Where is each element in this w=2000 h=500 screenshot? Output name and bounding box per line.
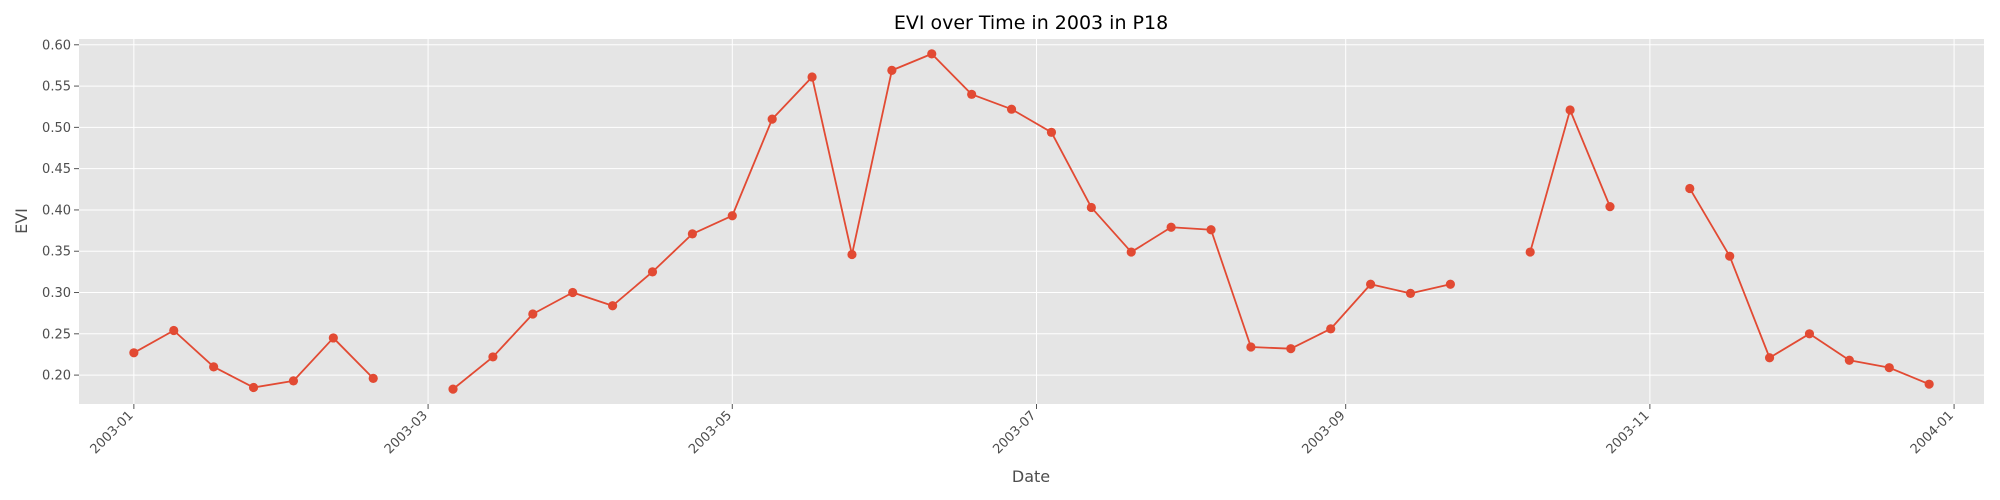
data-point bbox=[1126, 247, 1136, 257]
x-tick-label: 2003-01 bbox=[88, 408, 137, 457]
y-tick-label: 0.20 bbox=[42, 369, 71, 384]
data-point bbox=[568, 287, 578, 298]
data-point bbox=[1326, 324, 1336, 334]
data-point bbox=[687, 229, 697, 239]
data-point bbox=[528, 309, 538, 319]
x-tick-label: 2003-09 bbox=[1299, 408, 1348, 457]
x-tick-labels: 2003-01 2003-03 2003-05 2003-07 2003-09 2003-… bbox=[88, 404, 1957, 457]
data-point bbox=[1725, 251, 1735, 261]
y-tick-label: 0.45 bbox=[42, 162, 71, 177]
data-point bbox=[647, 267, 658, 277]
x-axis-label: Date bbox=[1012, 467, 1050, 486]
data-point bbox=[1286, 344, 1296, 354]
data-point bbox=[1804, 329, 1815, 339]
x-tick-label: 2003-07 bbox=[990, 408, 1039, 457]
x-tick-label: 2003-05 bbox=[686, 408, 735, 457]
y-tick-label: 0.40 bbox=[42, 203, 71, 218]
data-point bbox=[1565, 105, 1575, 115]
data-point bbox=[1884, 363, 1894, 373]
data-point bbox=[807, 72, 817, 82]
data-point bbox=[847, 249, 857, 260]
series-line-segment bbox=[452, 52, 1451, 390]
data-point bbox=[1525, 247, 1535, 257]
data-point bbox=[448, 384, 458, 394]
data-point bbox=[1685, 183, 1695, 194]
data-point bbox=[727, 211, 737, 221]
data-point bbox=[967, 89, 977, 99]
data-point bbox=[1046, 127, 1057, 137]
data-point bbox=[1764, 353, 1775, 363]
plot-background bbox=[79, 39, 1984, 404]
data-point bbox=[1166, 222, 1176, 232]
data-point bbox=[1006, 104, 1017, 114]
y-tick-label: 0.55 bbox=[42, 80, 71, 95]
grid-lines bbox=[79, 39, 1984, 404]
data-point bbox=[288, 376, 299, 386]
data-point bbox=[129, 348, 139, 358]
chart-title: EVI over Time in 2003 in P18 bbox=[894, 12, 1168, 34]
data-point bbox=[1844, 355, 1854, 365]
data-point bbox=[209, 362, 219, 372]
y-tick-label: 0.25 bbox=[42, 327, 71, 342]
data-point bbox=[1366, 279, 1376, 289]
data-point bbox=[767, 114, 777, 124]
series-evi bbox=[129, 49, 1934, 394]
y-tick-label: 0.35 bbox=[42, 245, 71, 260]
data-point bbox=[1605, 202, 1615, 212]
data-point bbox=[368, 373, 378, 384]
y-tick-label: 0.60 bbox=[42, 38, 71, 53]
data-point bbox=[1246, 342, 1256, 352]
data-point bbox=[248, 382, 259, 393]
y-tick-label: 0.30 bbox=[42, 286, 71, 301]
x-tick-label: 2003-11 bbox=[1604, 408, 1653, 457]
data-point bbox=[1924, 379, 1934, 389]
x-tick-label: 2003-03 bbox=[382, 408, 431, 457]
y-tick-labels: 0.20 0.25 0.30 0.35 0.40 0.45 0.50 0.55 0.60 bbox=[42, 38, 79, 384]
data-point bbox=[488, 352, 498, 362]
x-tick-label: 2004-01 bbox=[1908, 408, 1957, 457]
data-point bbox=[1445, 279, 1456, 289]
y-axis-label: EVI bbox=[12, 208, 31, 234]
data-point bbox=[927, 49, 937, 59]
data-point bbox=[1405, 288, 1416, 298]
data-point bbox=[887, 65, 897, 75]
data-point bbox=[1086, 202, 1096, 213]
data-point bbox=[169, 325, 179, 336]
data-point bbox=[607, 301, 618, 311]
y-tick-label: 0.50 bbox=[42, 121, 71, 136]
data-point bbox=[328, 333, 338, 343]
data-point bbox=[1206, 225, 1216, 235]
